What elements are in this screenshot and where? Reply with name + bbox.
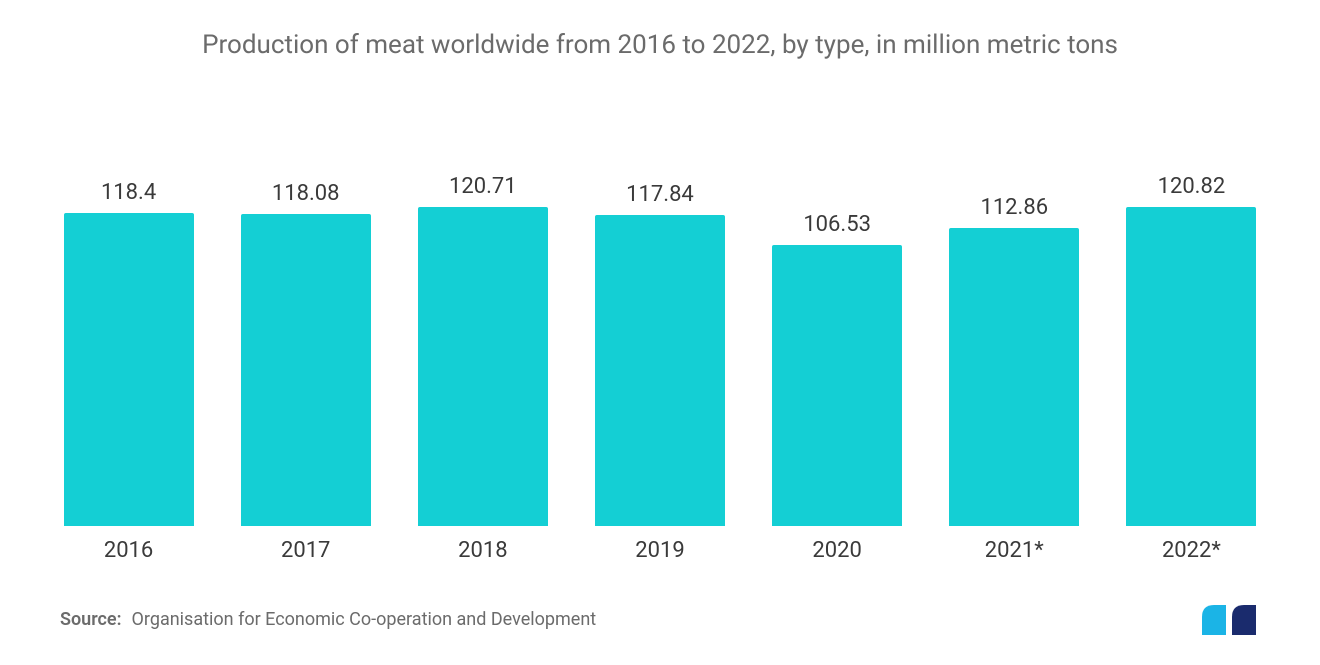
bar-value-label: 106.53 — [803, 212, 871, 237]
bar-group: 117.84 2019 — [571, 110, 748, 563]
bar — [772, 245, 902, 526]
bar-group: 118.4 2016 — [40, 110, 217, 563]
bar — [241, 214, 371, 526]
bar — [949, 228, 1079, 526]
bar — [64, 213, 194, 526]
chart-container: Production of meat worldwide from 2016 t… — [0, 0, 1320, 665]
bar-value-label: 120.82 — [1158, 174, 1226, 199]
source-org: Organisation for Economic Co-operation a… — [132, 609, 597, 630]
bar — [1126, 207, 1256, 526]
bar-category-label: 2022* — [1162, 538, 1221, 563]
brand-logo — [1200, 603, 1260, 635]
bar-value-label: 120.71 — [449, 174, 517, 199]
source-line: Source: Organisation for Economic Co-ope… — [40, 573, 1280, 645]
bar-group: 120.71 2018 — [394, 110, 571, 563]
bar-category-label: 2018 — [458, 538, 507, 563]
bar-category-label: 2019 — [635, 538, 684, 563]
chart-title: Production of meat worldwide from 2016 t… — [40, 30, 1280, 60]
bar-group: 112.86 2021* — [926, 110, 1103, 563]
source-label: Source: — [60, 609, 122, 630]
bar-category-label: 2020 — [812, 538, 861, 563]
bar-group: 118.08 2017 — [217, 110, 394, 563]
bar-value-label: 118.4 — [101, 180, 156, 205]
bar-group: 120.82 2022* — [1103, 110, 1280, 563]
bar-value-label: 112.86 — [980, 195, 1048, 220]
bar-category-label: 2017 — [281, 538, 330, 563]
bar-category-label: 2016 — [104, 538, 153, 563]
bar-group: 106.53 2020 — [749, 110, 926, 563]
bar — [595, 215, 725, 526]
chart-area: 118.42016118.082017120.712018117.8420191… — [40, 110, 1280, 573]
bar-value-label: 118.08 — [272, 181, 340, 206]
bar — [418, 207, 548, 526]
logo-icon — [1200, 603, 1260, 635]
bar-value-label: 117.84 — [626, 182, 694, 207]
bar-category-label: 2021* — [985, 538, 1044, 563]
source-text: Source: Organisation for Economic Co-ope… — [60, 609, 596, 630]
